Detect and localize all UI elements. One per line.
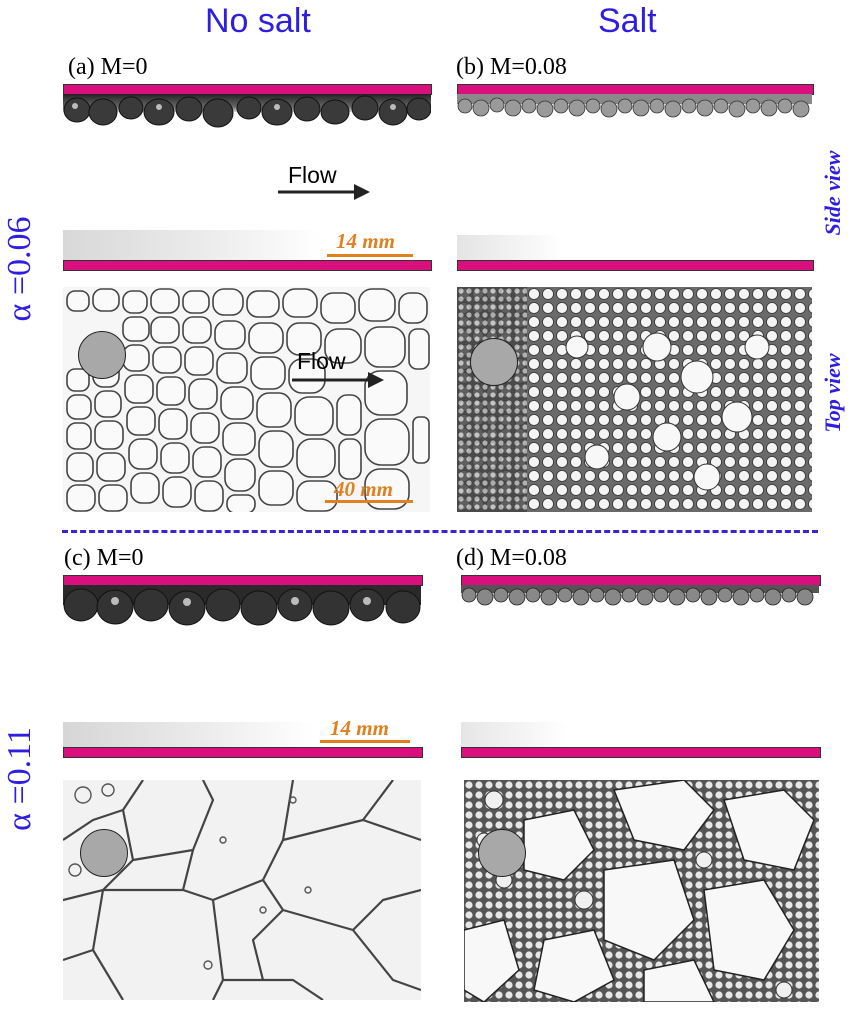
panel-label-a: (a) M=0	[68, 54, 148, 80]
flow-label-top: Flow	[297, 348, 346, 374]
side-view-bottom-d	[461, 722, 819, 747]
flow-label-side: Flow	[288, 162, 337, 188]
top-view-foam-b	[457, 287, 812, 512]
side-view-bubbles-d	[461, 585, 819, 615]
side-view-label: Side view	[820, 150, 845, 236]
scale-label-side-c: 14 mm	[330, 716, 389, 740]
row-divider	[62, 530, 818, 533]
flow-arrow-top-icon	[292, 372, 384, 388]
top-view-foam-c	[63, 780, 421, 1000]
panel-label-d: (d) M=0.08	[456, 545, 567, 571]
top-view-label: Top view	[820, 353, 845, 433]
scale-bar-side-c	[320, 740, 410, 743]
panel-label-c: (c) M=0	[64, 545, 144, 571]
cylinder-obstacle-d	[478, 829, 526, 877]
scale-bar-top-a	[325, 500, 413, 503]
top-view-foam-a	[63, 287, 430, 512]
top-view-foam-d	[464, 780, 819, 1002]
plate-bottom-b	[457, 260, 814, 271]
scale-label-side-a: 14 mm	[336, 229, 395, 253]
column-title-no-salt: No salt	[205, 2, 311, 40]
plate-bottom-a	[63, 260, 432, 271]
side-view-bubbles-b	[457, 94, 812, 130]
cylinder-obstacle-a	[78, 331, 126, 379]
plate-bottom-d	[461, 747, 821, 758]
side-view-bubbles-c	[63, 585, 421, 635]
cylinder-obstacle-c	[80, 829, 128, 877]
plate-bottom-c	[63, 747, 423, 758]
scale-label-top-a: 40 mm	[334, 477, 393, 501]
side-view-bubbles-a	[63, 94, 431, 138]
column-title-salt: Salt	[598, 2, 657, 40]
row-label-alpha-011: α =0.11	[1, 727, 38, 831]
cylinder-obstacle-b	[470, 338, 518, 386]
panel-label-b: (b) M=0.08	[456, 54, 567, 80]
side-view-bottom-b	[457, 235, 812, 260]
scale-bar-side-a	[327, 254, 413, 257]
row-label-alpha-006: α =0.06	[1, 216, 38, 322]
flow-arrow-side-icon	[278, 184, 370, 200]
